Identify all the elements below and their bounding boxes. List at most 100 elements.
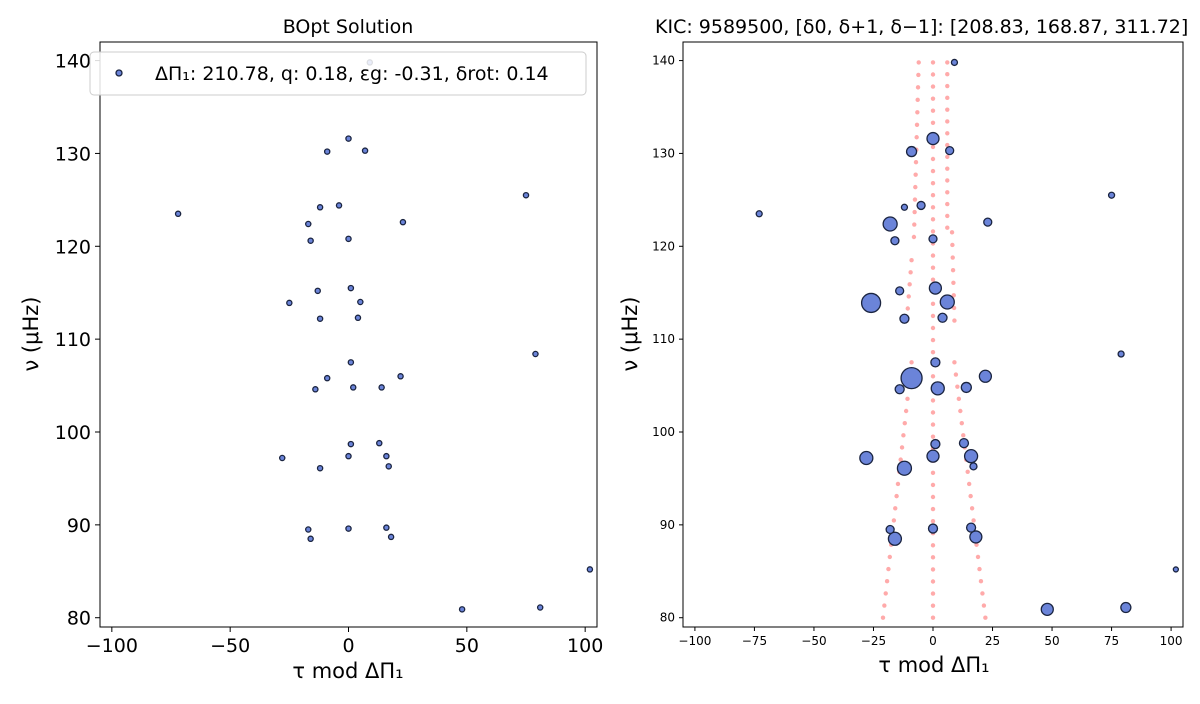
model-point <box>975 554 981 560</box>
right-y-tick-label: 110 <box>652 332 675 346</box>
data-point <box>307 237 314 244</box>
right-x-axis-label: τ mod ΔΠ₁ <box>878 653 989 677</box>
model-point <box>945 154 950 160</box>
model-point <box>945 213 950 219</box>
left-y-tick-label: 90 <box>67 515 91 537</box>
model-point <box>930 518 936 524</box>
data-point <box>945 145 955 156</box>
data-point <box>926 131 940 146</box>
data-point <box>896 460 913 476</box>
model-point <box>912 197 918 202</box>
left-y-tick-label: 110 <box>55 329 91 351</box>
right-ticks: −100 −75 −50 −25 0 25 50 75 100 80 90 100 110 120 130 1… <box>652 54 1182 648</box>
model-point <box>945 60 950 65</box>
model-point <box>956 396 962 402</box>
model-point <box>949 230 955 235</box>
data-point <box>899 313 910 324</box>
model-point <box>908 270 913 275</box>
right-x-tick-label: 25 <box>985 634 1000 648</box>
left-y-tick-label: 100 <box>55 422 91 444</box>
model-point <box>930 470 936 476</box>
data-point <box>882 216 898 232</box>
model-point <box>959 420 964 426</box>
model-point <box>930 374 936 379</box>
data-point <box>1120 601 1132 614</box>
data-point <box>286 299 293 307</box>
data-point <box>887 531 903 546</box>
data-point <box>345 235 352 243</box>
model-point <box>969 506 975 511</box>
model-point <box>930 422 936 427</box>
model-point <box>915 85 921 90</box>
left-data-points <box>174 59 594 613</box>
right-x-tick-label: 0 <box>929 634 937 648</box>
right-x-tick-label: −25 <box>861 634 886 648</box>
model-point <box>898 457 903 462</box>
model-point <box>945 225 950 230</box>
model-point <box>930 313 936 319</box>
model-point <box>974 542 979 547</box>
data-point <box>323 374 331 382</box>
model-point <box>930 193 936 198</box>
model-point <box>930 482 936 488</box>
data-point <box>950 58 959 67</box>
model-point <box>930 156 936 162</box>
left-x-tick-label: −100 <box>86 635 138 657</box>
data-point <box>383 452 390 460</box>
model-point <box>930 253 936 258</box>
data-point <box>928 234 938 244</box>
data-point <box>347 284 355 292</box>
model-point <box>930 591 936 596</box>
data-point <box>930 357 941 368</box>
left-plot-frame <box>99 41 598 628</box>
data-point <box>1040 602 1054 617</box>
model-point <box>893 506 898 511</box>
model-point <box>912 222 917 227</box>
data-point <box>960 381 972 394</box>
left-y-tick-label: 80 <box>67 608 91 630</box>
model-point <box>930 168 936 174</box>
model-point <box>983 615 988 620</box>
model-point <box>930 144 936 150</box>
data-point <box>345 525 352 532</box>
data-point <box>755 210 763 218</box>
data-point <box>894 384 905 395</box>
data-point <box>345 452 352 460</box>
model-point <box>945 190 950 195</box>
model-point <box>930 180 936 186</box>
right-panel: KIC: 9589500, [δ0, δ+1, δ−1]: [208.83, 1… <box>618 16 1188 677</box>
model-point <box>945 142 950 148</box>
right-y-tick-label: 100 <box>652 425 675 439</box>
data-point <box>458 606 466 613</box>
model-point <box>905 396 910 402</box>
data-point <box>397 373 404 380</box>
model-point <box>887 554 893 560</box>
left-x-axis-label: τ mod ΔΠ₁ <box>292 659 403 683</box>
data-point <box>522 191 530 199</box>
data-point <box>895 286 905 296</box>
model-point <box>930 277 936 282</box>
model-point <box>886 566 891 572</box>
model-point <box>930 349 936 355</box>
model-point <box>945 83 950 89</box>
model-point <box>951 280 956 285</box>
data-point <box>930 381 945 396</box>
model-point <box>899 445 905 450</box>
right-y-tick-label: 130 <box>652 146 675 160</box>
data-point <box>174 210 182 218</box>
legend-label: ΔΠ₁: 210.78, q: 0.18, εg: -0.31, δrot: 0… <box>155 63 549 85</box>
model-point <box>916 72 921 78</box>
model-point <box>880 615 886 620</box>
model-point <box>945 201 950 207</box>
right-x-tick-label: 75 <box>1104 634 1119 648</box>
left-x-tick-label: 50 <box>455 635 479 657</box>
data-point <box>916 200 926 211</box>
model-point <box>930 410 936 415</box>
model-point <box>930 72 936 77</box>
model-point <box>930 229 936 234</box>
data-point <box>885 524 895 535</box>
left-x-tick-label: −50 <box>210 635 250 657</box>
data-point <box>900 366 923 390</box>
right-x-tick-label: −75 <box>742 634 767 648</box>
model-point <box>930 84 936 89</box>
